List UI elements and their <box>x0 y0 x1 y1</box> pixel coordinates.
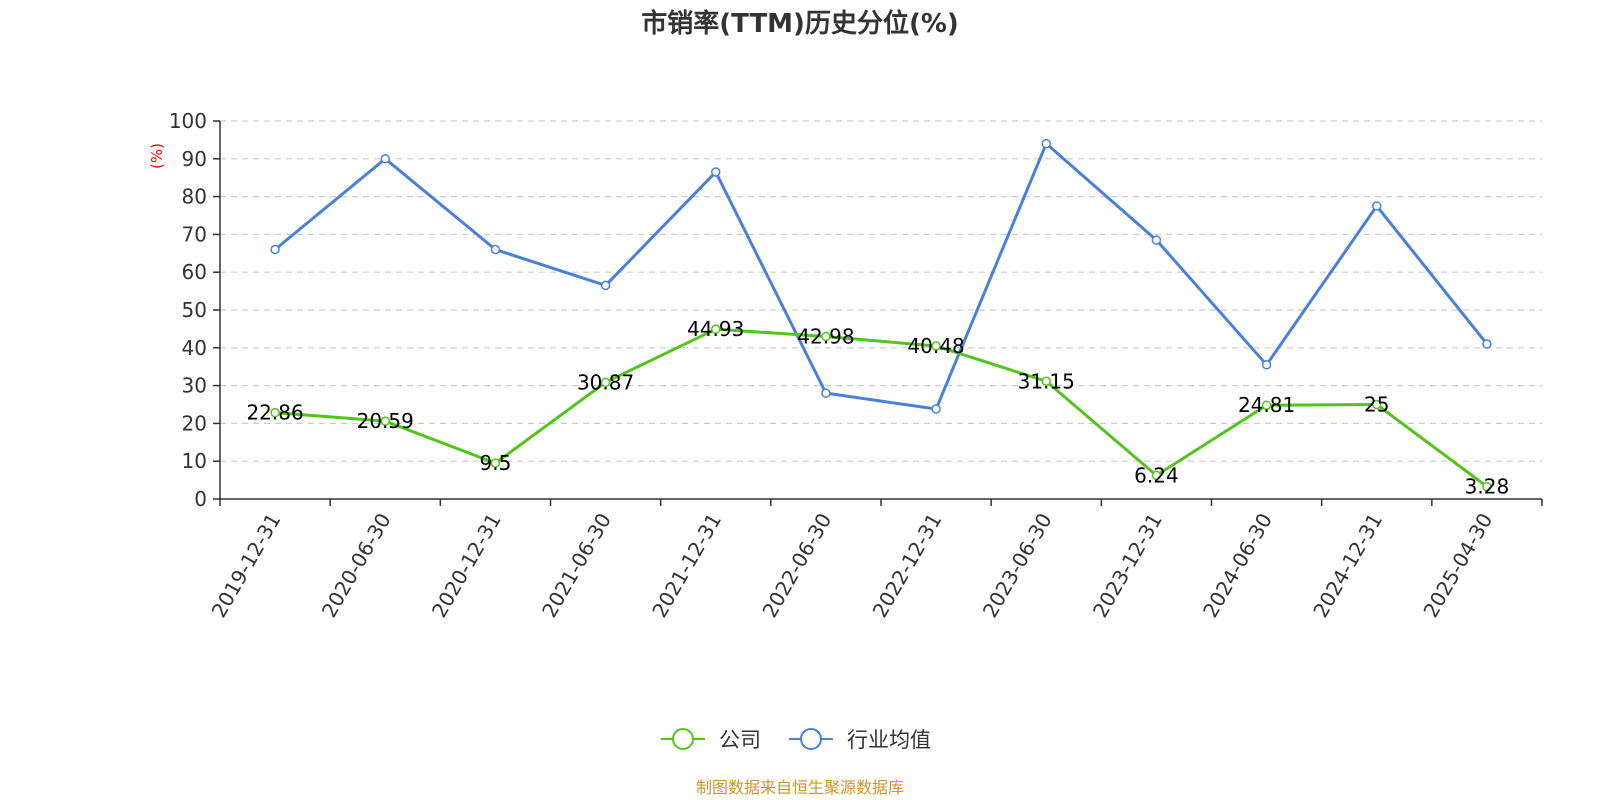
data-label: 25 <box>1364 393 1389 417</box>
y-tick-label: 50 <box>182 298 207 322</box>
data-point[interactable] <box>270 407 280 418</box>
data-label: 40.48 <box>907 334 964 358</box>
data-label: 6.24 <box>1134 463 1179 487</box>
data-point[interactable] <box>1261 360 1272 370</box>
y-tick-label: 70 <box>182 222 207 246</box>
data-point[interactable] <box>600 377 611 388</box>
data-label: 42.98 <box>797 325 854 349</box>
data-point[interactable] <box>1372 201 1382 211</box>
data-label: 31.15 <box>1018 369 1075 393</box>
data-point[interactable] <box>821 331 831 342</box>
data-point[interactable] <box>711 324 721 334</box>
data-label: 9.5 <box>480 451 512 475</box>
y-tick-label: 90 <box>182 147 207 171</box>
data-point[interactable] <box>1261 400 1272 410</box>
x-tick-label: 2023-12-31 <box>1088 509 1167 622</box>
legend: 公司 行业均值 <box>661 728 931 752</box>
x-tick-label: 2024-12-31 <box>1308 509 1387 622</box>
y-tick-label: 100 <box>169 109 207 133</box>
x-tick-label: 2022-12-31 <box>868 509 947 622</box>
y-tick-label: 40 <box>182 336 207 360</box>
data-point[interactable] <box>380 154 390 164</box>
data-point[interactable] <box>600 280 611 291</box>
legend-item-industry-average[interactable]: 行业均值 <box>789 728 931 752</box>
data-point[interactable] <box>1151 235 1162 245</box>
data-label: 44.93 <box>687 317 744 341</box>
data-labels: 22.86 20.59 9.5 30.87 44.93 42.98 40.48 31.15 6.… <box>246 317 1509 498</box>
legend-marker-company <box>672 728 694 750</box>
y-tick-label: 60 <box>182 260 207 284</box>
data-point[interactable] <box>1041 138 1051 149</box>
data-point[interactable] <box>711 167 721 177</box>
x-tick-label: 2021-12-31 <box>647 509 726 622</box>
y-tick-label: 80 <box>182 185 207 209</box>
series-line <box>274 142 1489 411</box>
data-point[interactable] <box>490 458 501 468</box>
y-tick-label: 10 <box>182 449 207 473</box>
data-label: 22.86 <box>246 401 303 425</box>
data-label: 24.81 <box>1238 393 1295 417</box>
x-tick-label: 2023-06-30 <box>978 509 1057 622</box>
grid-lines <box>220 120 1542 462</box>
legend-item-company[interactable]: 公司 <box>661 728 761 752</box>
data-point[interactable] <box>1372 399 1382 410</box>
legend-label-company: 公司 <box>719 728 761 752</box>
data-point[interactable] <box>1482 339 1492 349</box>
data-point[interactable] <box>931 404 941 414</box>
y-tick-label: 30 <box>182 374 207 398</box>
x-tick-label: 2019-12-31 <box>207 509 286 622</box>
axes: 0 10 20 30 40 50 60 70 80 90 100 2019-12-31 2020-06-… <box>169 109 1543 622</box>
x-tick-label: 2022-06-30 <box>757 509 836 622</box>
data-label: 30.87 <box>577 370 634 394</box>
data-point[interactable] <box>380 416 390 426</box>
legend-label-industry-average: 行业均值 <box>847 728 931 752</box>
series-line <box>274 327 1488 488</box>
data-point[interactable] <box>1482 481 1492 492</box>
data-point[interactable] <box>1151 470 1162 481</box>
series-lines <box>270 138 1492 492</box>
y-tick-label: 0 <box>194 487 207 511</box>
data-point[interactable] <box>490 244 501 255</box>
x-tick-label: 2021-06-30 <box>537 509 616 622</box>
legend-marker-industry-average <box>800 728 822 750</box>
x-tick-label: 2020-06-30 <box>317 509 396 622</box>
y-axis-unit: (%) <box>148 143 166 169</box>
data-point[interactable] <box>931 341 941 351</box>
x-tick-label: 2025-04-30 <box>1418 509 1497 622</box>
data-label: 20.59 <box>357 409 414 433</box>
data-point[interactable] <box>270 244 280 255</box>
data-label: 3.28 <box>1465 475 1510 499</box>
data-source-note: 制图数据来自恒生聚源数据库 <box>696 778 904 797</box>
data-point[interactable] <box>821 388 831 398</box>
x-tick-label: 2024-06-30 <box>1198 509 1277 622</box>
data-point[interactable] <box>1041 376 1051 387</box>
chart-title: 市销率(TTM)历史分位(%) <box>641 8 959 39</box>
y-tick-label: 20 <box>182 411 207 435</box>
x-tick-label: 2020-12-31 <box>427 509 506 622</box>
